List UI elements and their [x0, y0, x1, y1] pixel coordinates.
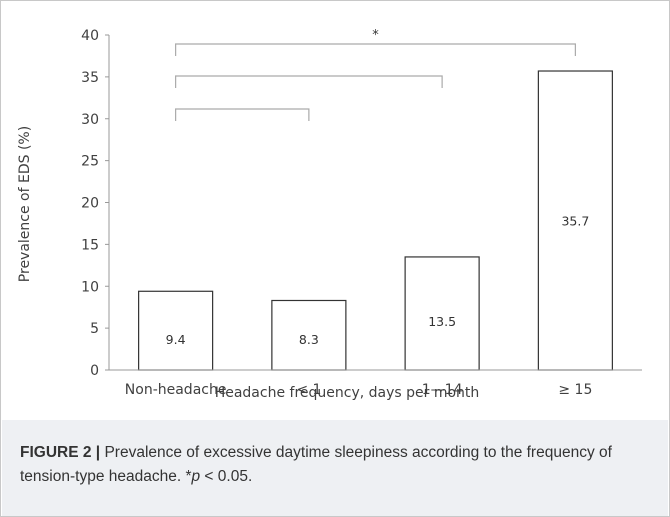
- x-tick-label: < 1: [296, 382, 321, 398]
- x-tick-label: 1—14: [422, 382, 463, 398]
- y-tick-label: 40: [81, 28, 99, 44]
- significance-brackets: *: [175, 28, 576, 121]
- significance-star: *: [372, 28, 379, 43]
- caption-area: FIGURE 2 | Prevalence of excessive dayti…: [2, 420, 668, 516]
- y-tick-label: 0: [90, 363, 99, 379]
- data-label: 35.7: [561, 214, 589, 229]
- significance-bracket: [175, 43, 576, 56]
- bars: 9.4 8.3 13.5 35.7: [138, 70, 613, 371]
- bar: [537, 70, 613, 371]
- chart-area: * 9.4 8.3 13.5 35.7 0 5 10 15 20 25 30 35 40 Non-he…: [2, 2, 668, 420]
- y-axis-label: Prevalence of EDS (%): [17, 126, 33, 282]
- data-label: 9.4: [166, 332, 186, 347]
- y-tick-label: 35: [81, 70, 99, 86]
- y-tick-label: 10: [81, 279, 99, 295]
- y-tick-label: 30: [81, 112, 99, 128]
- data-label: 13.5: [428, 314, 456, 329]
- x-tick-label: ≥ 15: [558, 382, 592, 398]
- bar: [138, 290, 214, 371]
- x-tick-label: Non-headache: [125, 382, 227, 398]
- y-tick-label: 15: [81, 237, 99, 253]
- significance-bracket: [175, 75, 443, 88]
- y-ticks: 0 5 10 15 20 25 30 35 40: [81, 28, 109, 379]
- x-ticks: Non-headache < 1 1—14 ≥ 15: [125, 382, 593, 398]
- y-tick-label: 20: [81, 196, 99, 212]
- caption-text: Prevalence of excessive daytime sleepine…: [20, 444, 612, 485]
- y-tick-label: 25: [81, 154, 99, 170]
- bar-chart: * 9.4 8.3 13.5 35.7 0 5 10 15 20 25 30 35 40 Non-he…: [17, 28, 642, 401]
- data-label: 8.3: [299, 332, 319, 347]
- p-value-threshold: < 0.05.: [200, 468, 253, 485]
- bar: [404, 256, 480, 371]
- y-tick-label: 5: [90, 321, 99, 337]
- p-value-symbol: p: [191, 468, 201, 485]
- bar: [271, 299, 347, 371]
- significance-bracket: [175, 108, 310, 121]
- figure-label: FIGURE 2 |: [20, 444, 101, 461]
- figure-caption: FIGURE 2 | Prevalence of excessive dayti…: [20, 441, 654, 489]
- x-axis-label: Headache frequency, days per month: [215, 385, 480, 401]
